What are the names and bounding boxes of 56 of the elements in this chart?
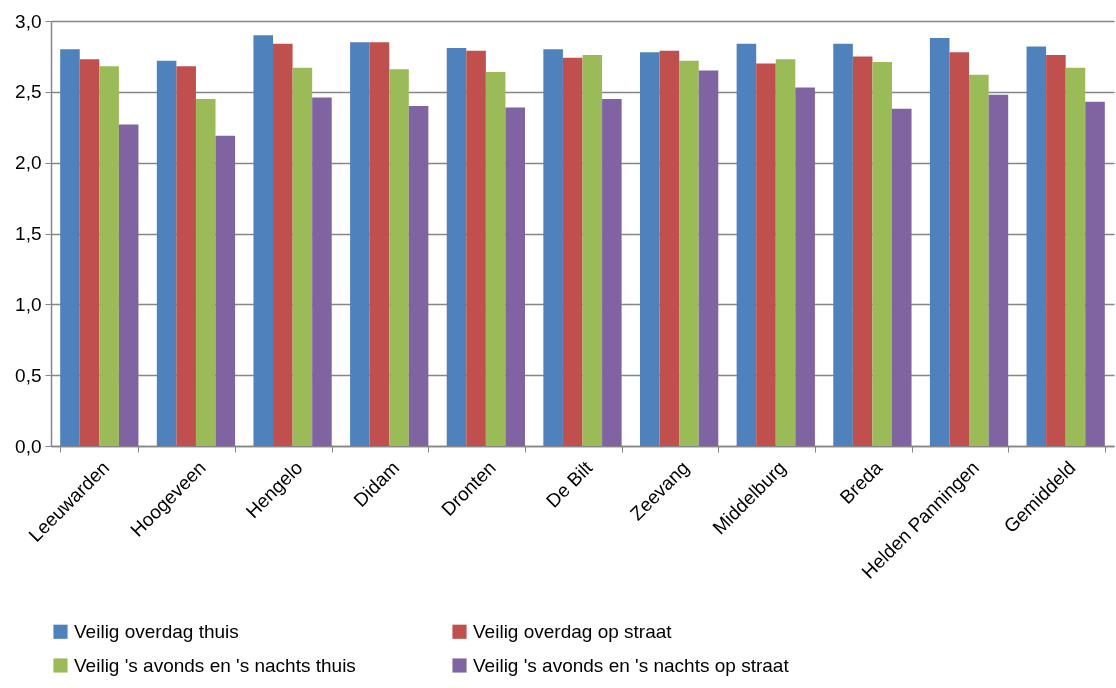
bar <box>60 49 80 446</box>
y-tick-label: 1,0 <box>15 293 42 315</box>
bar <box>698 70 719 446</box>
bar <box>988 94 1009 446</box>
bar <box>215 135 236 446</box>
bar <box>408 106 429 446</box>
legend-label: Veilig overdag thuis <box>74 620 239 642</box>
legend-label: Veilig 's avonds en 's nachts thuis <box>74 654 356 676</box>
y-tick-label: 0,0 <box>15 435 42 457</box>
bar <box>466 50 486 446</box>
legend-label: Veilig 's avonds en 's nachts op straat <box>473 654 790 676</box>
bar <box>176 66 196 446</box>
bar <box>389 69 409 446</box>
bar <box>369 42 390 446</box>
legend-label: Veilig overdag op straat <box>473 620 673 642</box>
bar <box>350 42 370 446</box>
bar <box>79 59 100 446</box>
y-tick-label: 2,0 <box>15 152 42 174</box>
bar <box>775 59 796 446</box>
bar <box>679 60 699 446</box>
bar <box>99 66 119 446</box>
y-tick-label: 0,5 <box>15 364 42 386</box>
bar <box>582 55 603 446</box>
bar <box>543 49 563 446</box>
y-tick-label: 1,5 <box>15 223 42 244</box>
bar <box>852 56 873 446</box>
bar <box>891 108 912 446</box>
bar <box>273 43 293 446</box>
bar <box>1046 55 1066 446</box>
bar <box>969 74 989 446</box>
bar <box>118 124 139 446</box>
bar <box>562 57 583 446</box>
bar <box>736 43 757 446</box>
bar <box>949 52 970 446</box>
y-tick-label: 2,5 <box>15 81 42 103</box>
bar <box>929 38 950 446</box>
bar <box>312 97 332 446</box>
bar <box>833 43 853 446</box>
bar <box>640 52 660 446</box>
bar <box>253 35 274 446</box>
bar <box>292 67 313 446</box>
bar <box>485 72 506 446</box>
bar <box>795 87 815 446</box>
bar <box>1026 46 1047 446</box>
bar <box>195 98 216 446</box>
x-tick-label: De Bilt <box>542 456 597 512</box>
bar <box>756 63 776 446</box>
bar <box>505 107 525 446</box>
bar <box>1085 101 1105 446</box>
bar <box>156 60 177 446</box>
bar <box>446 47 467 446</box>
bar <box>602 98 622 446</box>
bar <box>872 62 892 446</box>
y-tick-label: 3,0 <box>15 10 42 32</box>
bar <box>659 50 680 446</box>
bar <box>1065 67 1086 446</box>
